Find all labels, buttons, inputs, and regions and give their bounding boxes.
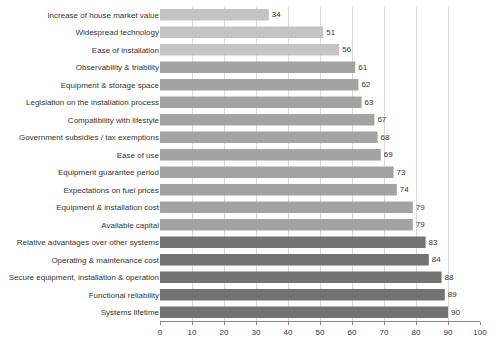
svg-text:70: 70 — [380, 328, 389, 337]
svg-text:89: 89 — [448, 290, 457, 299]
svg-text:Equipment & storage space: Equipment & storage space — [61, 81, 160, 90]
svg-text:100: 100 — [473, 328, 487, 337]
svg-text:61: 61 — [358, 63, 367, 72]
svg-text:Widespread technology: Widespread technology — [75, 28, 159, 37]
svg-text:34: 34 — [272, 10, 281, 19]
svg-text:84: 84 — [432, 255, 441, 264]
svg-text:Equipment & installation cost: Equipment & installation cost — [56, 203, 160, 212]
svg-text:90: 90 — [444, 328, 453, 337]
svg-text:Increase of house market value: Increase of house market value — [47, 11, 159, 20]
svg-text:62: 62 — [361, 80, 370, 89]
svg-text:79: 79 — [416, 220, 425, 229]
svg-text:Systems lifetime: Systems lifetime — [101, 308, 160, 317]
svg-text:20: 20 — [220, 328, 229, 337]
svg-text:79: 79 — [416, 203, 425, 212]
svg-text:Observability & triability: Observability & triability — [76, 63, 159, 72]
svg-text:Secure equipment, installation: Secure equipment, installation & operati… — [9, 273, 159, 282]
svg-text:Functional reliability: Functional reliability — [89, 291, 159, 300]
svg-text:88: 88 — [445, 273, 454, 282]
svg-text:73: 73 — [397, 168, 406, 177]
svg-text:Relative advantages over other: Relative advantages over other systems — [17, 238, 159, 247]
svg-text:Government subsidies / tax exe: Government subsidies / tax exemptions — [19, 133, 159, 142]
svg-text:90: 90 — [451, 308, 460, 317]
svg-text:74: 74 — [400, 185, 409, 194]
svg-text:40: 40 — [284, 328, 293, 337]
svg-text:63: 63 — [365, 98, 374, 107]
svg-text:80: 80 — [412, 328, 421, 337]
svg-text:Expectations on fuel prices: Expectations on fuel prices — [63, 186, 159, 195]
svg-text:0: 0 — [158, 328, 163, 337]
svg-text:Compatibility with lifestyle: Compatibility with lifestyle — [68, 116, 160, 125]
svg-text:69: 69 — [384, 150, 393, 159]
svg-text:Operating & maintenance cost: Operating & maintenance cost — [51, 256, 159, 265]
svg-text:Equipment guarantee period: Equipment guarantee period — [58, 168, 159, 177]
svg-text:50: 50 — [316, 328, 325, 337]
svg-text:83: 83 — [429, 238, 438, 247]
svg-text:68: 68 — [381, 133, 390, 142]
svg-text:30: 30 — [252, 328, 261, 337]
svg-text:67: 67 — [377, 115, 386, 124]
svg-text:56: 56 — [342, 45, 351, 54]
svg-text:51: 51 — [326, 28, 335, 37]
svg-text:60: 60 — [348, 328, 357, 337]
svg-text:Ease of use: Ease of use — [117, 151, 160, 160]
svg-text:Available capital: Available capital — [101, 221, 159, 230]
svg-text:Ease of installation: Ease of installation — [92, 46, 159, 55]
svg-text:Legislation on the installatio: Legislation on the installation process — [26, 98, 159, 107]
svg-text:10: 10 — [188, 328, 197, 337]
